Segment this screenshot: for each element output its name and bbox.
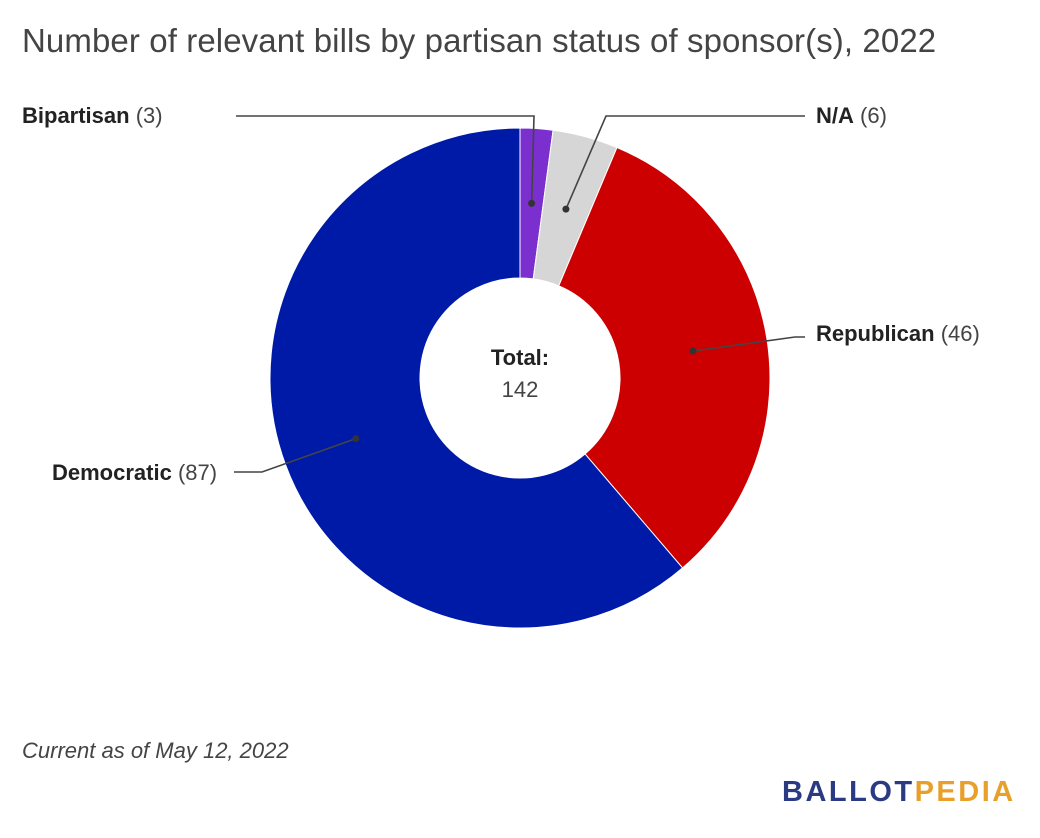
- leader-dot-republican: [689, 347, 697, 355]
- label-republican-name: Republican: [816, 321, 935, 346]
- footnote: Current as of May 12, 2022: [22, 738, 289, 763]
- label-democratic: Democratic (87): [52, 460, 217, 486]
- leader-line-democratic: [234, 437, 357, 473]
- leader-dot-bipartisan: [528, 199, 536, 207]
- leader-line-bipartisan: [236, 115, 535, 204]
- ballotpedia-logo: BALLOTPEDIA: [782, 776, 1016, 809]
- logo-part-pedia: PEDIA: [914, 776, 1016, 808]
- label-democratic-name: Democratic: [52, 460, 172, 485]
- label-bipartisan-count: (3): [135, 103, 163, 128]
- label-republican: Republican (46): [816, 321, 980, 347]
- label-bipartisan-name: Bipartisan: [22, 103, 130, 128]
- slice-democratic: [269, 127, 684, 629]
- total-value: 142: [501, 377, 539, 402]
- leader-dot-n-a: [562, 205, 570, 213]
- leader-line-republican: [692, 336, 805, 352]
- label-na-count: (6): [860, 103, 887, 128]
- label-republican-count: (46): [940, 321, 980, 346]
- leader-line-n-a: [565, 115, 805, 210]
- label-na: N/A (6): [816, 103, 887, 129]
- logo-part-ballot: BALLOT: [782, 776, 915, 808]
- chart-title: Number of relevant bills by partisan sta…: [22, 22, 937, 59]
- label-democratic-count: (87): [177, 460, 218, 485]
- label-bipartisan: Bipartisan (3): [22, 103, 163, 129]
- label-na-name: N/A: [816, 103, 854, 128]
- donut-center: Total: 142: [420, 345, 620, 403]
- slice-republican: [558, 146, 771, 569]
- leader-lines: [234, 115, 805, 473]
- donut-slices: [269, 127, 771, 629]
- leader-dot-democratic: [352, 435, 360, 443]
- total-label: Total:: [490, 345, 550, 370]
